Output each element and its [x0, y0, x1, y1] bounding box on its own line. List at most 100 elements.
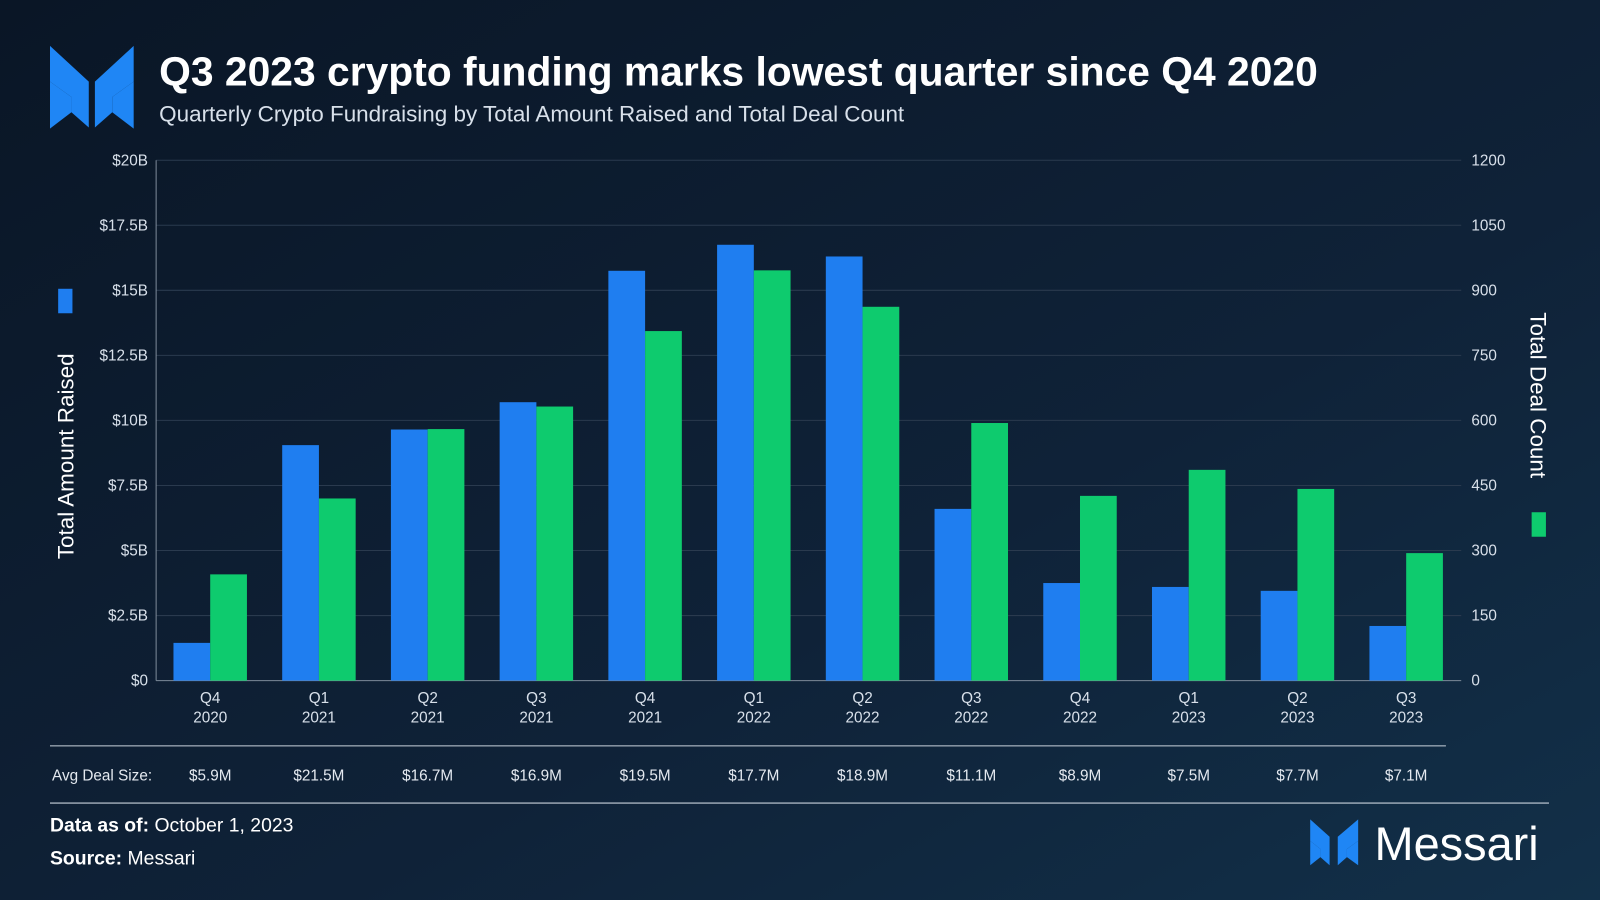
messari-logo-icon: [50, 45, 134, 129]
left-axis-ticks: $0 $2.5B $5B $7.5B $10B $12.5B $15B $17.5B $20B: [99, 152, 147, 689]
right-tick-label: 300: [1471, 543, 1497, 560]
x-tick-quarter: Q2: [417, 690, 437, 707]
x-tick-quarter: Q2: [852, 690, 872, 707]
bar-deal-count: [645, 331, 682, 681]
bar-amount-raised: [499, 402, 537, 681]
bar-deal-count: [1406, 553, 1443, 681]
bar-amount-raised: [282, 445, 319, 681]
right-tick-label: 900: [1471, 282, 1497, 299]
bar-amount-raised: [1260, 590, 1298, 681]
page-subtitle: Quarterly Crypto Fundraising by Total Am…: [159, 101, 905, 126]
source: Source: Messari: [50, 847, 195, 869]
avg-deal-size-label: Avg Deal Size:: [52, 768, 152, 785]
bar-amount-raised: [717, 244, 754, 681]
left-tick-label: $12.5B: [99, 347, 147, 364]
bar-deal-count: [753, 270, 791, 681]
avg-deal-size-value: $16.9M: [511, 768, 562, 785]
data-as-of: Data as of: October 1, 2023: [50, 815, 293, 837]
x-tick-year: 2021: [411, 709, 445, 726]
right-axis-ticks: 0 150 300 450 600 750 900 1050 1200: [1471, 152, 1505, 689]
x-tick-quarter: Q3: [961, 690, 981, 707]
left-tick-label: $2.5B: [108, 608, 148, 625]
bar-amount-raised: [1043, 583, 1080, 681]
x-tick-year: 2022: [1063, 709, 1097, 726]
right-tick-label: 150: [1471, 608, 1497, 625]
avg-deal-size-value: $8.9M: [1059, 768, 1102, 785]
data-as-of-label: Data as of:: [50, 815, 149, 837]
left-axis-title: Total Amount Raised: [53, 353, 78, 559]
avg-deal-size-value: $5.9M: [189, 768, 232, 785]
bar-deal-count: [1297, 488, 1335, 681]
avg-deal-size-value: $17.7M: [728, 768, 779, 785]
page-title: Q3 2023 crypto funding marks lowest quar…: [159, 49, 1318, 95]
left-tick-label: $15B: [112, 282, 148, 299]
avg-deal-size-value: $7.7M: [1276, 768, 1319, 785]
left-tick-label: $7.5B: [108, 478, 148, 495]
x-tick-year: 2021: [519, 709, 553, 726]
avg-deal-size-value: $7.1M: [1385, 768, 1428, 785]
avg-deal-size-value: $21.5M: [293, 768, 344, 785]
bar-deal-count: [210, 574, 247, 681]
bar-deal-count: [427, 429, 465, 681]
left-legend-swatch: [58, 288, 73, 314]
avg-deal-size-value: $7.5M: [1167, 768, 1210, 785]
bar-deal-count: [862, 306, 900, 681]
right-tick-label: 1200: [1471, 152, 1505, 169]
avg-deal-size-value: $18.9M: [837, 768, 888, 785]
right-legend-swatch: [1531, 512, 1546, 537]
x-tick-year: 2022: [846, 709, 880, 726]
x-tick-quarter: Q4: [200, 690, 221, 707]
left-tick-label: $0: [131, 673, 148, 690]
source-value: Messari: [128, 847, 196, 869]
bar-amount-raised: [608, 270, 646, 681]
right-tick-label: 600: [1471, 413, 1497, 430]
source-label: Source:: [50, 847, 122, 869]
left-tick-label: $17.5B: [99, 217, 147, 234]
data-as-of-value: October 1, 2023: [154, 815, 293, 837]
bar-deal-count: [1080, 495, 1117, 681]
x-tick-year: 2023: [1280, 709, 1314, 726]
x-tick-year: 2023: [1172, 709, 1206, 726]
bar-amount-raised: [825, 256, 863, 681]
right-axis-title: Total Deal Count: [1526, 312, 1551, 479]
x-tick-year: 2022: [737, 709, 771, 726]
gridlines: [155, 159, 1462, 682]
x-tick-quarter: Q1: [744, 690, 764, 707]
left-tick-label: $5B: [121, 543, 148, 560]
x-tick-quarter: Q2: [1287, 690, 1307, 707]
right-tick-label: 0: [1471, 673, 1480, 690]
bar-deal-count: [971, 423, 1009, 681]
avg-deal-size-row: $5.9M $21.5M $16.7M $16.9M $19.5M $17.7M $18.9…: [189, 768, 1427, 785]
x-tick-quarter: Q3: [1396, 690, 1416, 707]
avg-deal-size-value: $16.7M: [402, 768, 453, 785]
x-tick-quarter: Q4: [635, 690, 656, 707]
bar-amount-raised: [1151, 586, 1189, 681]
right-tick-label: 450: [1471, 478, 1497, 495]
x-tick-quarter: Q1: [309, 690, 329, 707]
right-tick-label: 750: [1471, 347, 1497, 364]
x-tick-year: 2020: [193, 709, 227, 726]
messari-wordmark: Messari: [1374, 818, 1538, 870]
avg-deal-size-value: $11.1M: [946, 768, 996, 785]
x-tick-quarter: Q3: [526, 690, 546, 707]
right-tick-label: 1050: [1471, 217, 1505, 234]
bars: [173, 244, 1443, 681]
x-tick-year: 2021: [628, 709, 662, 726]
bar-amount-raised: [934, 508, 972, 681]
x-axis-labels: Q4 2020 Q1 2021 Q2 2021 Q3 2021 Q4 2021 Q1 2022 Q2 20…: [193, 690, 1423, 726]
bar-amount-raised: [173, 642, 211, 681]
avg-deal-size-value: $19.5M: [620, 768, 671, 785]
x-tick-year: 2021: [302, 709, 336, 726]
left-tick-label: $20B: [112, 152, 148, 169]
bar-deal-count: [536, 406, 574, 681]
left-tick-label: $10B: [112, 413, 148, 430]
bar-amount-raised: [390, 429, 428, 681]
x-tick-year: 2023: [1389, 709, 1423, 726]
bar-amount-raised: [1369, 625, 1407, 681]
x-tick-year: 2022: [954, 709, 988, 726]
bar-deal-count: [1188, 469, 1226, 681]
bar-deal-count: [318, 498, 356, 681]
x-tick-quarter: Q4: [1070, 690, 1091, 707]
